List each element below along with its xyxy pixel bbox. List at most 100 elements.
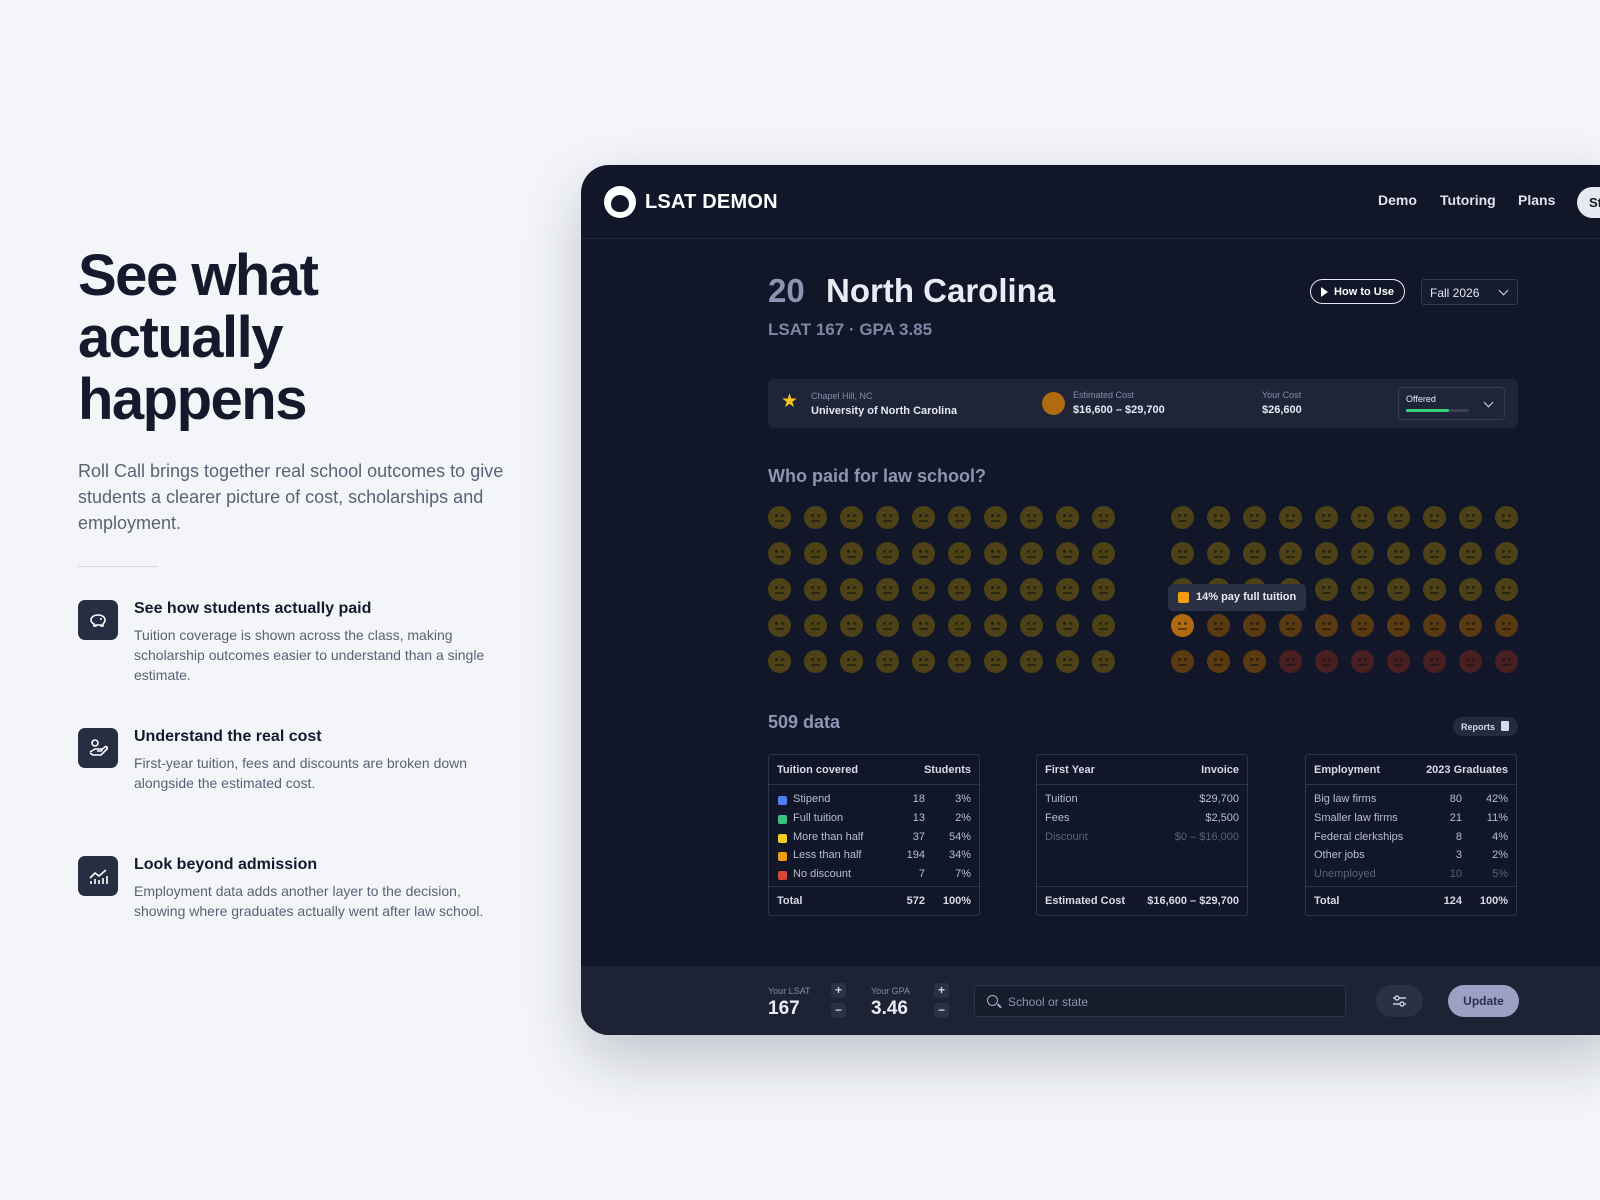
face-icon bbox=[876, 650, 899, 673]
row-count: 10 bbox=[1449, 868, 1462, 880]
term-select[interactable]: Fall 2026 bbox=[1421, 279, 1518, 305]
gpa-decrement-button[interactable]: − bbox=[934, 1003, 949, 1018]
school-card[interactable]: ★ Chapel Hill, NC University of North Ca… bbox=[768, 379, 1518, 428]
tuition-table: Tuition covered Students Stipend 18 3% F… bbox=[768, 754, 980, 916]
face-icon bbox=[948, 506, 971, 529]
lsat-value: 167 bbox=[768, 998, 800, 1019]
row-value: $29,700 bbox=[1199, 793, 1239, 805]
total-percent: 100% bbox=[942, 895, 971, 907]
face-icon bbox=[1351, 542, 1374, 565]
reports-button[interactable]: Reports bbox=[1453, 717, 1518, 736]
chart-line-icon bbox=[78, 856, 118, 896]
school-location: Chapel Hill, NC bbox=[811, 391, 873, 401]
school-rank: 20 bbox=[768, 272, 805, 309]
table-header: First Year Invoice bbox=[1037, 755, 1247, 785]
face-icon bbox=[948, 650, 971, 673]
table-total-row: Total 124 100% bbox=[1306, 886, 1516, 915]
who-paid-title: Who paid for law school? bbox=[768, 466, 986, 486]
star-icon: ★ bbox=[781, 391, 799, 412]
table-header: Tuition covered Students bbox=[769, 755, 979, 785]
nav-tutoring[interactable]: Tutoring bbox=[1440, 192, 1496, 208]
face-icon bbox=[1387, 614, 1410, 637]
your-cost-label: Your Cost bbox=[1262, 390, 1302, 400]
row-label: Full tuition bbox=[793, 812, 844, 824]
face-icon bbox=[1020, 650, 1043, 673]
face-icon bbox=[1387, 650, 1410, 673]
nav-cta-button[interactable]: St bbox=[1577, 187, 1600, 218]
row-label: Federal clerkships bbox=[1314, 831, 1404, 843]
face-icon bbox=[840, 614, 863, 637]
face-icon bbox=[1092, 506, 1115, 529]
hero-intro: Roll Call brings together real school ou… bbox=[78, 461, 504, 533]
face-icon bbox=[876, 614, 899, 637]
row-count: 13 bbox=[912, 812, 925, 824]
legend-swatch bbox=[1178, 592, 1189, 603]
column-header: Invoice bbox=[1201, 764, 1239, 776]
face-icon bbox=[1351, 578, 1374, 601]
table-row: Fees $2,500 bbox=[1037, 810, 1247, 828]
status-progress-bar bbox=[1406, 409, 1469, 412]
row-percent: 54% bbox=[948, 831, 971, 843]
row-percent: 42% bbox=[1485, 793, 1508, 805]
row-count: 37 bbox=[912, 831, 925, 843]
face-icon bbox=[1387, 578, 1410, 601]
face-icon bbox=[1279, 542, 1302, 565]
face-icon bbox=[1459, 650, 1482, 673]
face-icon bbox=[768, 542, 791, 565]
face-icon bbox=[1056, 506, 1079, 529]
face-icon bbox=[984, 578, 1007, 601]
row-percent: 34% bbox=[948, 849, 971, 861]
estimated-cost-value: $16,600 – $29,700 bbox=[1073, 404, 1165, 416]
row-label: Discount bbox=[1045, 831, 1088, 843]
row-count: 18 bbox=[912, 793, 925, 805]
face-icon bbox=[1459, 614, 1482, 637]
search-field[interactable] bbox=[974, 985, 1346, 1017]
filter-button[interactable] bbox=[1376, 985, 1423, 1017]
face-icon bbox=[804, 506, 827, 529]
row-label: Big law firms bbox=[1314, 793, 1377, 805]
table-row: More than half 37 54% bbox=[769, 829, 979, 847]
face-icon bbox=[1315, 650, 1338, 673]
face-icon bbox=[1459, 506, 1482, 529]
total-percent: 100% bbox=[1479, 895, 1508, 907]
face-icon bbox=[1459, 542, 1482, 565]
column-header: First Year bbox=[1045, 764, 1095, 776]
gpa-increment-button[interactable]: + bbox=[934, 983, 949, 998]
logo[interactable]: LSAT DEMON bbox=[604, 186, 778, 218]
face-icon bbox=[804, 614, 827, 637]
gpa-label: Your GPA bbox=[871, 986, 911, 996]
column-header: Employment bbox=[1314, 764, 1381, 776]
how-to-use-label: How to Use bbox=[1334, 285, 1394, 298]
row-label: Smaller law firms bbox=[1314, 812, 1398, 824]
row-label: No discount bbox=[793, 868, 852, 880]
column-header: Students bbox=[923, 764, 971, 776]
face-icon bbox=[1495, 614, 1518, 637]
lsat-increment-button[interactable]: + bbox=[831, 983, 846, 998]
face-icon bbox=[1092, 578, 1115, 601]
face-icon bbox=[1020, 542, 1043, 565]
nav-plans[interactable]: Plans bbox=[1518, 192, 1556, 208]
face-icon bbox=[984, 614, 1007, 637]
update-button[interactable]: Update bbox=[1448, 985, 1519, 1017]
total-label: Estimated Cost bbox=[1045, 895, 1126, 907]
face-icon bbox=[1495, 650, 1518, 673]
face-icon bbox=[876, 506, 899, 529]
face-icon bbox=[1423, 506, 1446, 529]
row-label: Stipend bbox=[793, 793, 831, 805]
nav-demo[interactable]: Demo bbox=[1378, 192, 1417, 208]
row-percent: 2% bbox=[1492, 849, 1508, 861]
face-icon bbox=[1387, 506, 1410, 529]
face-icon bbox=[1351, 650, 1374, 673]
lsat-decrement-button[interactable]: − bbox=[831, 1003, 846, 1018]
how-to-use-button[interactable]: How to Use bbox=[1310, 279, 1405, 304]
table-row: Tuition $29,700 bbox=[1037, 791, 1247, 809]
face-icon bbox=[1243, 506, 1266, 529]
face-icon bbox=[768, 506, 791, 529]
face-icon bbox=[1351, 614, 1374, 637]
search-input[interactable] bbox=[1008, 992, 1328, 1012]
face-icon bbox=[1020, 578, 1043, 601]
chevron-down-icon bbox=[1498, 285, 1509, 296]
status-select[interactable]: Offered bbox=[1398, 387, 1505, 420]
hero-section: See what actually happens Roll Call brin… bbox=[78, 245, 528, 567]
face-icon bbox=[840, 506, 863, 529]
